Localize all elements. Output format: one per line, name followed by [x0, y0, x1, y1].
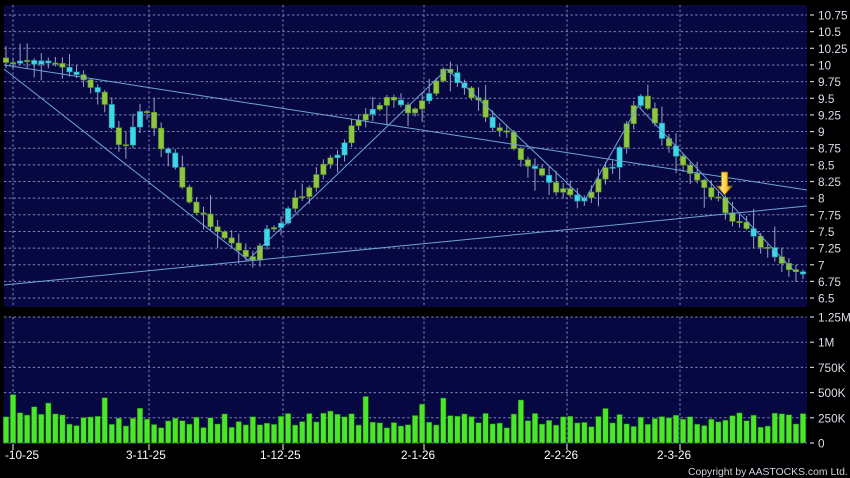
svg-text:-10-25: -10-25 — [5, 448, 40, 462]
svg-text:1-12-25: 1-12-25 — [260, 448, 301, 462]
svg-text:9.75: 9.75 — [818, 75, 841, 89]
svg-text:Copyright by AASTOCKS.com Ltd.: Copyright by AASTOCKS.com Ltd. — [688, 467, 848, 478]
svg-text:9.5: 9.5 — [818, 92, 835, 106]
svg-text:10: 10 — [818, 58, 832, 72]
svg-text:8.25: 8.25 — [818, 175, 841, 189]
svg-text:9.25: 9.25 — [818, 108, 841, 122]
svg-text:250K: 250K — [818, 411, 846, 425]
svg-text:0: 0 — [818, 437, 825, 451]
svg-text:2-1-26: 2-1-26 — [401, 448, 436, 462]
svg-text:7.75: 7.75 — [818, 208, 841, 222]
svg-text:7.5: 7.5 — [818, 225, 835, 239]
svg-text:1.25M: 1.25M — [818, 311, 850, 325]
svg-text:10.75: 10.75 — [818, 9, 848, 23]
svg-text:6.5: 6.5 — [818, 292, 835, 306]
svg-text:3-11-25: 3-11-25 — [126, 448, 166, 462]
svg-text:2-2-26: 2-2-26 — [544, 448, 579, 462]
svg-text:8.5: 8.5 — [818, 158, 835, 172]
svg-text:8: 8 — [818, 192, 825, 206]
svg-text:1M: 1M — [818, 336, 834, 350]
svg-text:10.25: 10.25 — [818, 42, 848, 56]
svg-text:9: 9 — [818, 125, 825, 139]
svg-text:2-3-26: 2-3-26 — [657, 448, 692, 462]
svg-text:7: 7 — [818, 258, 825, 272]
svg-text:10.5: 10.5 — [818, 25, 841, 39]
svg-text:7.25: 7.25 — [818, 242, 841, 256]
svg-text:500K: 500K — [818, 386, 846, 400]
svg-text:8.75: 8.75 — [818, 142, 841, 156]
svg-text:6.75: 6.75 — [818, 275, 841, 289]
svg-text:750K: 750K — [818, 361, 846, 375]
